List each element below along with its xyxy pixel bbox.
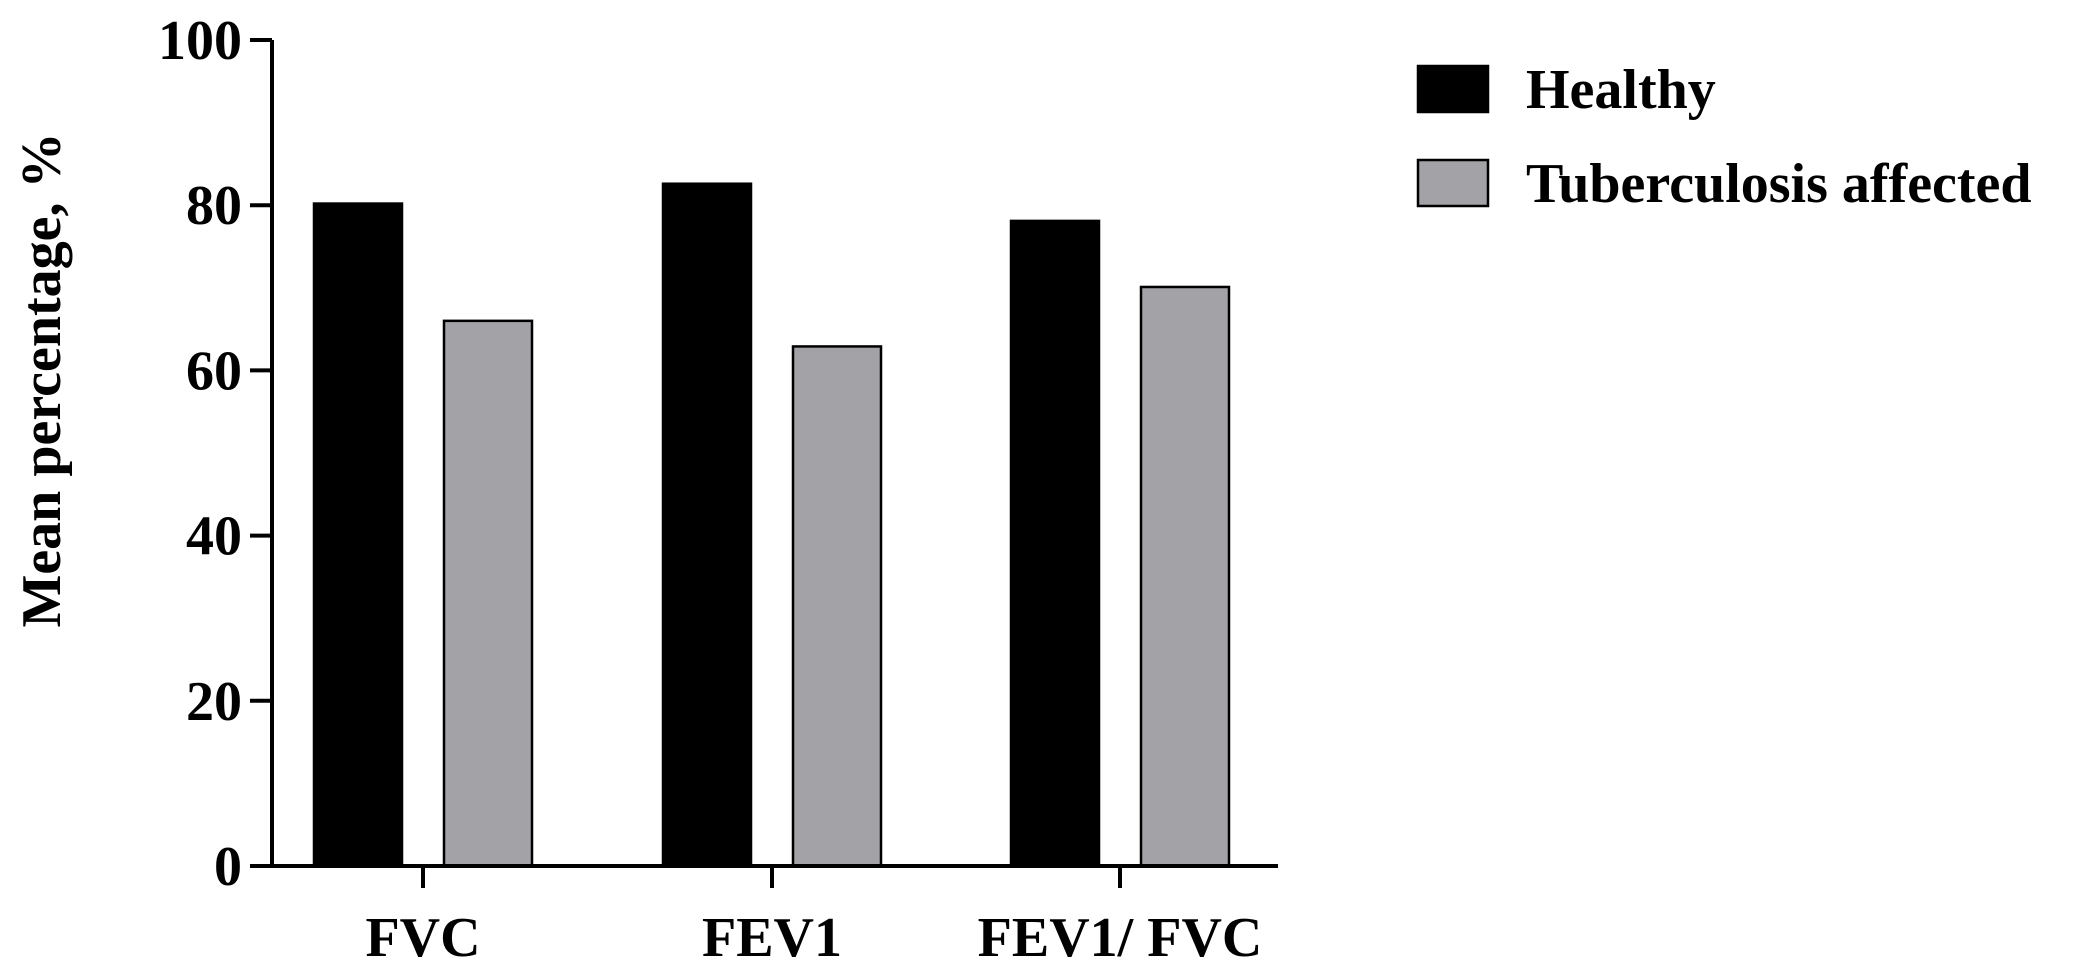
bar-healthy-fev1 — [661, 182, 753, 868]
y-tick-label: 20 — [186, 671, 242, 733]
y-tick-label: 60 — [186, 340, 242, 402]
legend: Healthy Tuberculosis affected — [1416, 59, 2032, 215]
y-tick-label: 0 — [214, 836, 242, 898]
legend-swatch — [1416, 64, 1490, 114]
x-category-label: FEV1 — [702, 907, 842, 969]
y-tick-label: 40 — [186, 506, 242, 568]
legend-label: Healthy — [1526, 59, 1716, 121]
bar-tuberculosis-affected-fvc — [442, 319, 534, 868]
y-tick-label: 80 — [186, 175, 242, 237]
bar-tuberculosis-affected-fev1-fvc — [1139, 285, 1231, 868]
bar-healthy-fev1-fvc — [1009, 219, 1101, 868]
y-axis-title: Mean percentage, % — [11, 132, 73, 627]
y-tick-label: 100 — [158, 10, 242, 72]
x-category-label: FEV1/ FVC — [978, 907, 1263, 969]
bar-healthy-fvc — [312, 202, 404, 868]
bar-tuberculosis-affected-fev1 — [791, 345, 883, 868]
legend-label: Tuberculosis affected — [1526, 153, 2032, 215]
legend-swatch — [1416, 158, 1490, 208]
x-category-label: FVC — [365, 907, 480, 969]
